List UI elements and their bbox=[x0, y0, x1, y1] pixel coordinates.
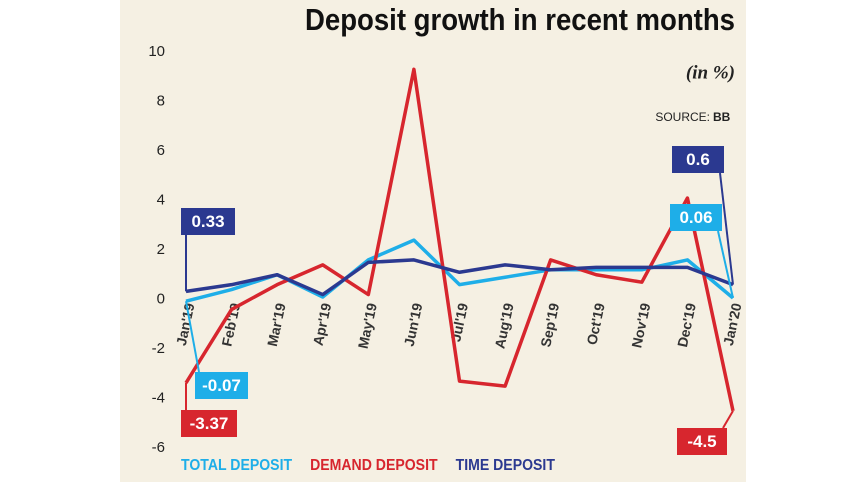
y-tick-label: -2 bbox=[152, 340, 165, 357]
value-label: 0.33 bbox=[191, 212, 224, 231]
value-label: -4.5 bbox=[687, 432, 716, 451]
chart-background bbox=[120, 0, 746, 482]
source-label: SOURCE: bbox=[655, 110, 710, 124]
source: BB bbox=[713, 110, 731, 124]
value-label-box bbox=[677, 428, 727, 455]
y-tick-label: -4 bbox=[152, 389, 165, 406]
value-label-pointer bbox=[717, 230, 734, 299]
value-label: -3.37 bbox=[190, 414, 229, 433]
y-tick-label: 2 bbox=[157, 241, 165, 258]
value-label-pointer bbox=[719, 172, 734, 285]
value-label: 0.06 bbox=[679, 208, 712, 227]
chart-title: Deposit growth in recent months bbox=[305, 2, 735, 37]
y-tick-label: 6 bbox=[157, 142, 165, 159]
legend-label: DEMAND DEPOSIT bbox=[310, 457, 438, 474]
value-label-box bbox=[181, 208, 235, 235]
y-tick-label: 10 bbox=[148, 43, 165, 60]
value-label-box bbox=[672, 146, 724, 173]
value-label-box bbox=[195, 372, 248, 399]
value-label: 0.6 bbox=[686, 150, 710, 169]
y-tick-label: -6 bbox=[152, 439, 165, 456]
y-tick-label: 0 bbox=[157, 290, 165, 307]
legend-label: TOTAL DEPOSIT bbox=[181, 457, 292, 474]
value-label-pointer bbox=[185, 301, 200, 373]
y-tick-label: 8 bbox=[157, 92, 165, 109]
chart-subtitle: (in %) bbox=[686, 62, 735, 83]
series-line bbox=[185, 258, 734, 297]
y-tick-label: 4 bbox=[157, 191, 165, 208]
value-label: -0.07 bbox=[202, 376, 241, 395]
legend-label: TIME DEPOSIT bbox=[456, 457, 556, 474]
value-label-box bbox=[670, 204, 722, 231]
value-label-pointer bbox=[722, 410, 734, 429]
value-label-box bbox=[181, 410, 237, 437]
series-line bbox=[184, 67, 735, 412]
